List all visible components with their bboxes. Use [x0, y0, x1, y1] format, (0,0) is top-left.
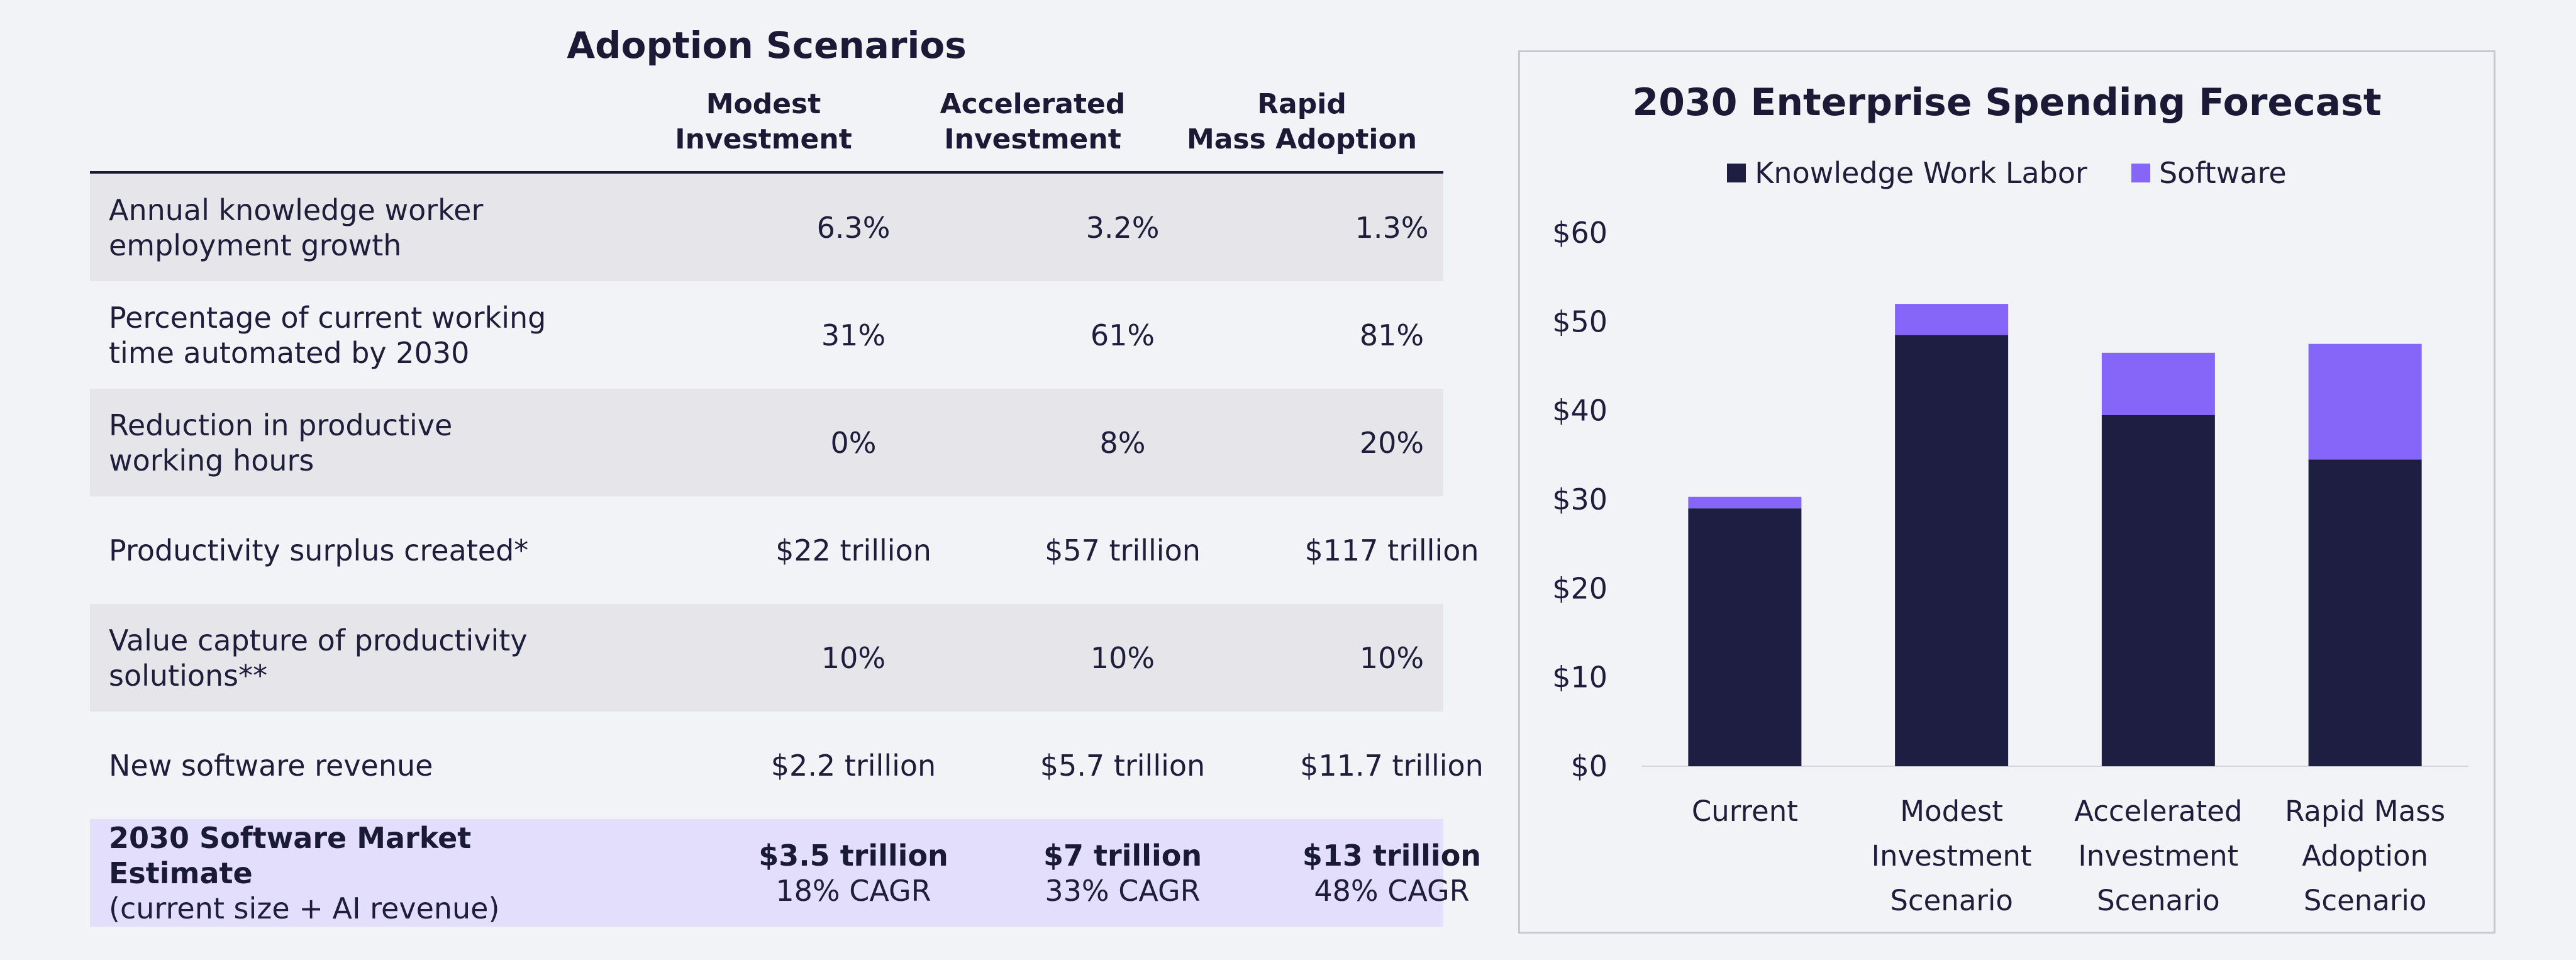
summary-label: 2030 Software Market Estimate (current s… — [109, 819, 625, 927]
bar-segment-software — [2308, 343, 2422, 460]
table-cell: 6.3% — [816, 210, 891, 245]
y-tick-label: $10 — [1552, 661, 1607, 695]
column-header-line: Modest — [706, 88, 821, 120]
table-cell: 10% — [1090, 640, 1155, 675]
table-cell: 10% — [821, 640, 886, 675]
summary-value: $3.5 trillion — [758, 838, 948, 873]
x-category-label: Accelerated — [2074, 795, 2242, 828]
row-label-line: Annual knowledge worker — [109, 193, 484, 227]
row-label: Reduction in productive working hours — [109, 389, 625, 496]
summary-cagr: 18% CAGR — [775, 873, 931, 908]
row-label-line: solutions** — [109, 658, 268, 693]
header-divider — [90, 171, 1443, 174]
legend-item-software: Software — [2131, 156, 2287, 190]
summary-label-title: 2030 Software Market Estimate — [109, 820, 472, 890]
x-category-label: Scenario — [2304, 884, 2427, 917]
table-cell: 20% — [1359, 425, 1424, 460]
column-header-line: Mass Adoption — [1186, 123, 1418, 155]
column-header-line: Investment — [675, 123, 852, 155]
bar-segment-software — [1688, 496, 1802, 509]
summary-cell: $7 trillion 33% CAGR — [988, 819, 1257, 927]
table-row: Value capture of productivity solutions*… — [90, 604, 1443, 712]
table-cell: $22 trillion — [775, 533, 931, 567]
chart-title: 2030 Enterprise Spending Forecast — [1632, 81, 2382, 125]
table-cell: $11.7 trillion — [1300, 748, 1484, 783]
x-category-label: Investment — [2078, 839, 2238, 873]
table-cell: $117 trillion — [1304, 533, 1479, 567]
table-cell: $2.2 trillion — [770, 748, 936, 783]
summary-label-sub: (current size + AI revenue) — [109, 891, 500, 925]
bar-segment-software — [1895, 304, 2009, 335]
y-tick-label: $20 — [1552, 571, 1607, 605]
bar-segment-software — [2101, 352, 2215, 415]
table-cell: 3.2% — [1085, 210, 1160, 245]
y-tick-label: $50 — [1552, 304, 1607, 338]
legend-item-labor: Knowledge Work Labor — [1727, 156, 2087, 190]
summary-cell: $13 trillion 48% CAGR — [1257, 819, 1526, 927]
table-row: Productivity surplus created* $22 trilli… — [90, 496, 1479, 604]
column-header-line: Rapid — [1257, 88, 1346, 120]
summary-cagr: 48% CAGR — [1314, 873, 1470, 908]
summary-row: 2030 Software Market Estimate (current s… — [90, 819, 1481, 927]
column-header-line: Accelerated — [940, 88, 1126, 120]
table-cell: 61% — [1090, 318, 1155, 352]
table-cell: 1.3% — [1355, 210, 1429, 245]
x-category-label: Scenario — [2097, 884, 2220, 917]
table-cell: $5.7 trillion — [1040, 748, 1206, 783]
table-cell: 10% — [1359, 640, 1424, 675]
table-cell: $57 trillion — [1045, 533, 1201, 567]
x-category-label: Rapid Mass — [2285, 795, 2445, 828]
column-header-accelerated: Accelerated Investment — [898, 87, 1167, 157]
legend-label-labor: Knowledge Work Labor — [1755, 156, 2087, 190]
x-category-label: Modest — [1900, 795, 2003, 828]
summary-value: $13 trillion — [1302, 838, 1482, 873]
row-label-line: Productivity surplus created* — [109, 533, 529, 567]
x-category-label: Scenario — [1890, 884, 2013, 917]
column-header-rapid: Rapid Mass Adoption — [1167, 87, 1436, 157]
row-label: New software revenue — [109, 712, 625, 819]
table-row: Annual knowledge worker employment growt… — [90, 174, 1443, 281]
column-header-modest: Modest Investment — [629, 87, 898, 157]
bar-segment-labor — [2101, 415, 2215, 766]
row-label-line: New software revenue — [109, 748, 433, 783]
summary-value: $7 trillion — [1043, 838, 1202, 873]
table-row: New software revenue $2.2 trillion $5.7 … — [90, 712, 1484, 819]
y-tick-label: $0 — [1570, 749, 1607, 783]
bar-segment-labor — [1688, 508, 1802, 766]
row-label: Annual knowledge worker employment growt… — [109, 174, 625, 281]
legend-swatch-software — [2131, 164, 2150, 182]
legend-label-software: Software — [2158, 156, 2287, 190]
row-label-line: working hours — [109, 443, 314, 477]
row-label-line: employment growth — [109, 228, 402, 262]
summary-cell: $3.5 trillion 18% CAGR — [719, 819, 988, 927]
row-label: Productivity surplus created* — [109, 496, 625, 604]
y-tick-label: $30 — [1552, 483, 1607, 516]
row-label: Value capture of productivity solutions*… — [109, 604, 625, 712]
table-row: Percentage of current working time autom… — [90, 281, 1443, 389]
row-label-line: time automated by 2030 — [109, 335, 470, 370]
column-header-line: Investment — [944, 123, 1121, 155]
x-category-label: Investment — [1872, 839, 2032, 873]
table-cell: 31% — [821, 318, 886, 352]
table-row: Reduction in productive working hours 0%… — [90, 389, 1443, 496]
legend-swatch-labor — [1727, 164, 1746, 182]
bar-segment-labor — [2308, 459, 2422, 766]
row-label-line: Value capture of productivity — [109, 623, 528, 657]
x-category-label: Current — [1692, 795, 1798, 828]
summary-cagr: 33% CAGR — [1045, 873, 1201, 908]
table-cell: 0% — [830, 425, 877, 460]
row-label: Percentage of current working time autom… — [109, 281, 625, 389]
bar-segment-labor — [1895, 335, 2009, 766]
x-category-label: Adoption — [2302, 839, 2428, 873]
y-tick-label: $60 — [1552, 216, 1607, 250]
row-label-line: Percentage of current working — [109, 300, 547, 335]
chart-legend: Knowledge Work Labor Software — [1518, 156, 2496, 190]
table-cell: 8% — [1099, 425, 1146, 460]
row-label-line: Reduction in productive — [109, 408, 453, 442]
table-title: Adoption Scenarios — [567, 24, 967, 67]
y-tick-label: $40 — [1552, 394, 1607, 428]
table-cell: 81% — [1359, 318, 1424, 352]
